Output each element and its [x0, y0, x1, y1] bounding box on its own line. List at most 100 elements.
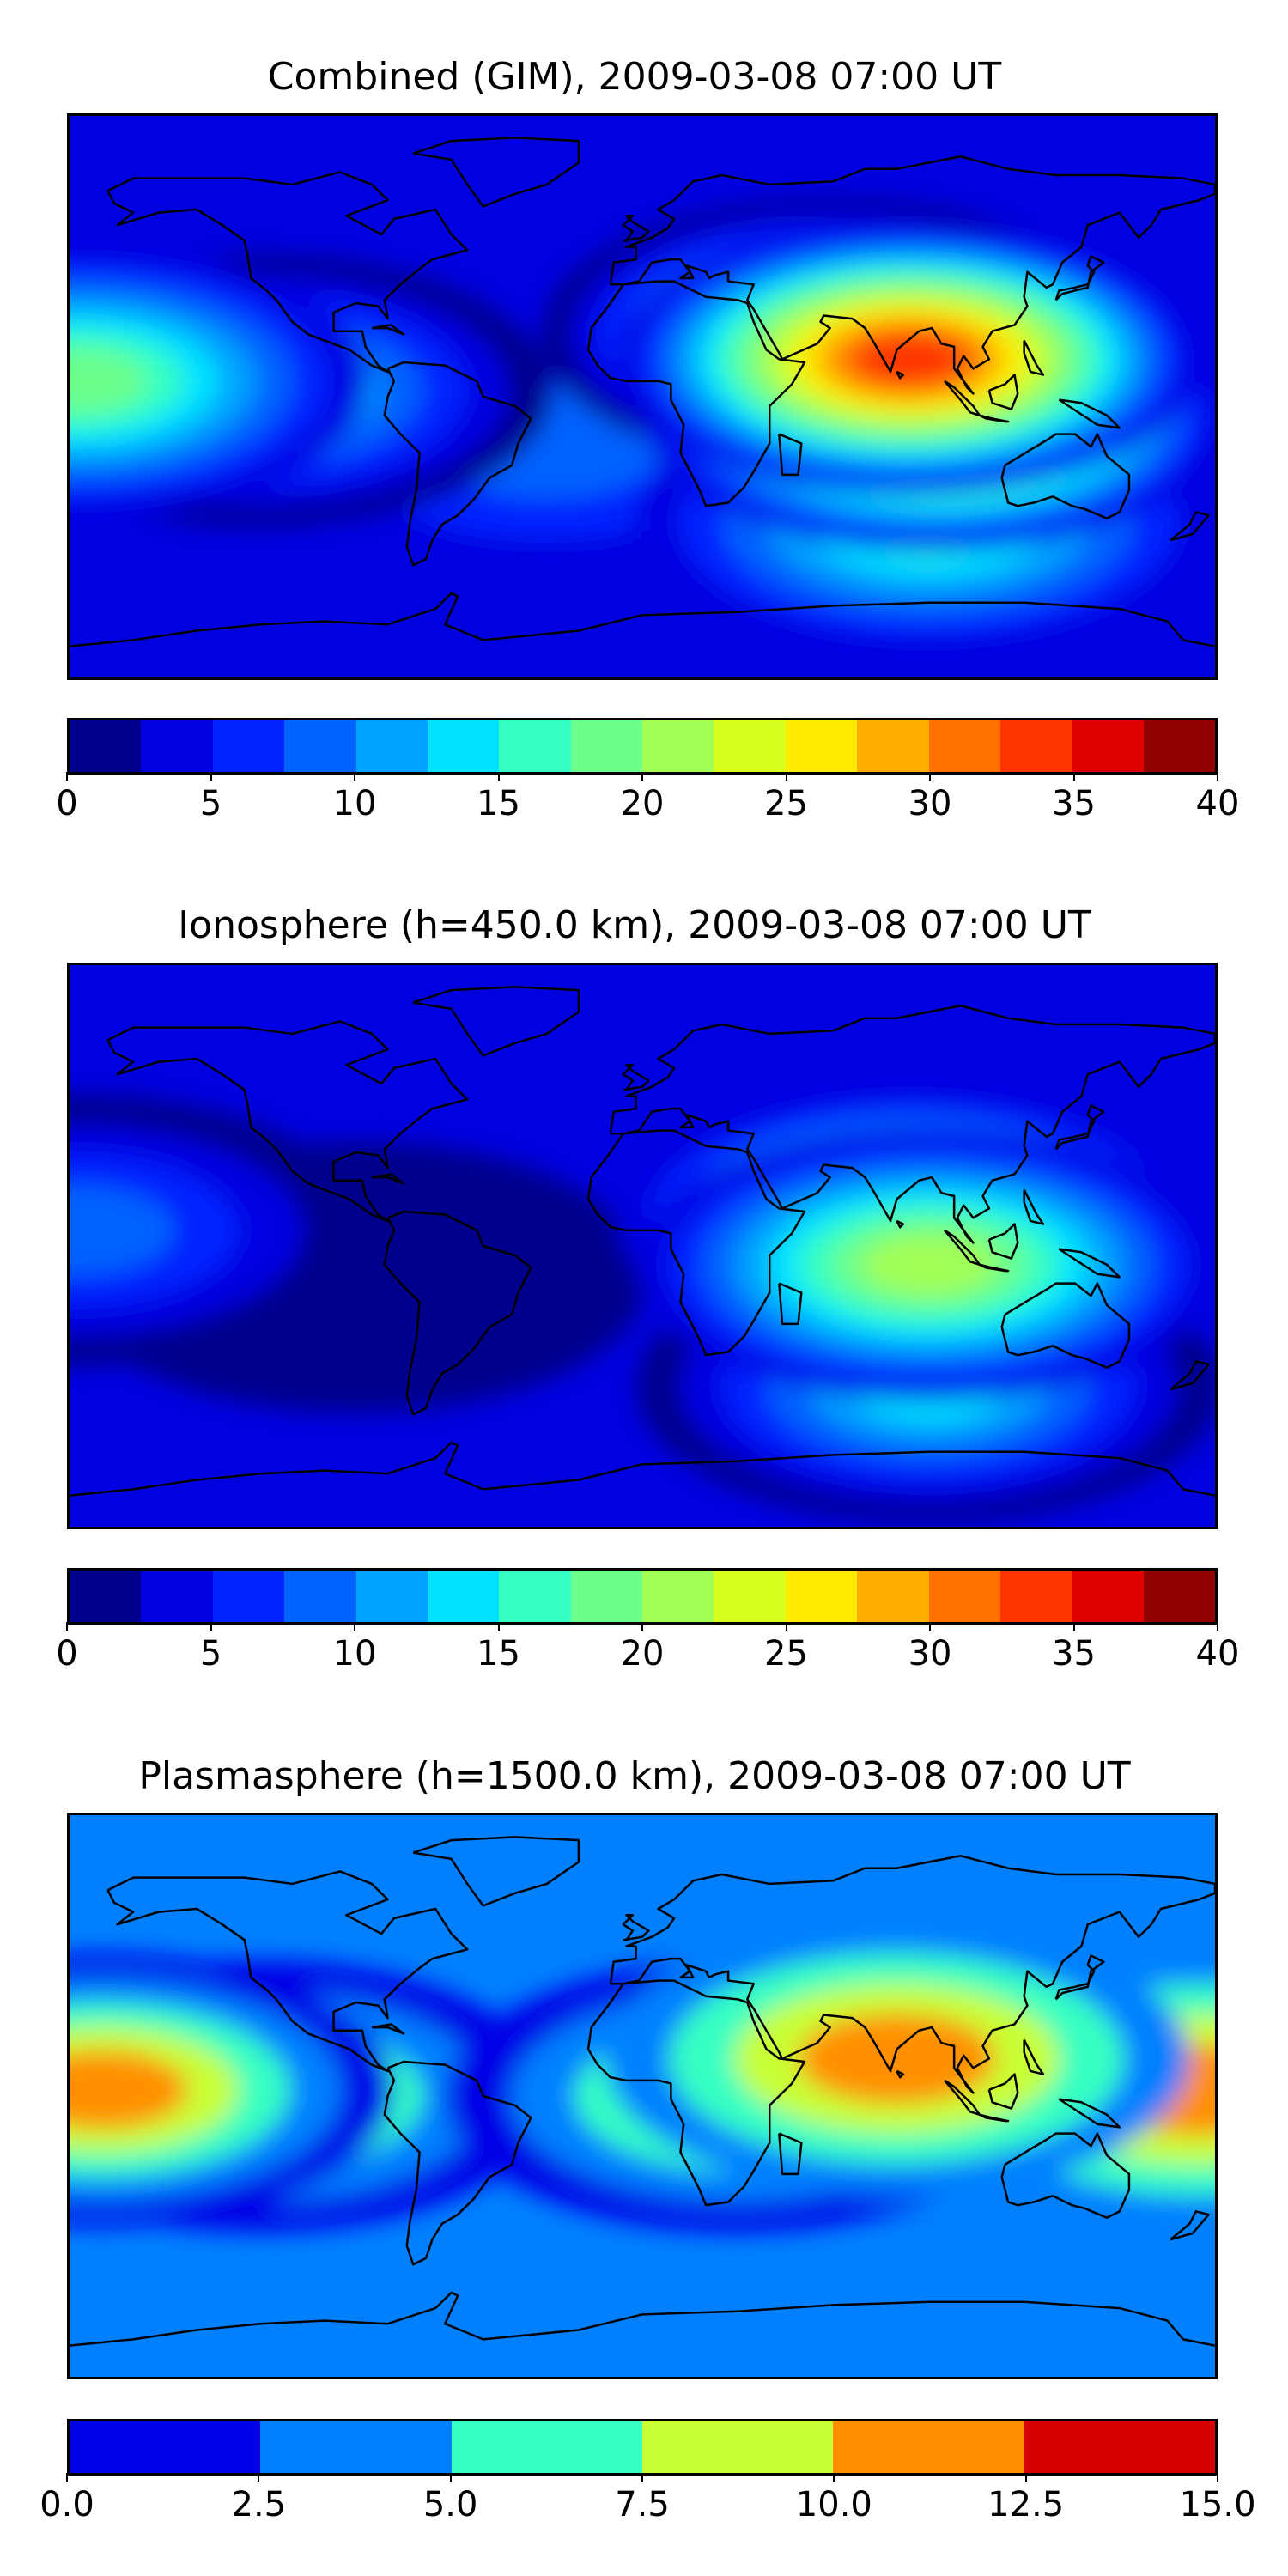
- tick-label: 0.0: [39, 2485, 94, 2524]
- coastline: [412, 1836, 580, 1907]
- map-plasmasphere: [67, 1813, 1218, 2379]
- field-contour: [70, 2050, 188, 2129]
- tick-mark: [641, 2473, 643, 2482]
- tick-label: 5: [199, 1634, 222, 1674]
- coastline: [979, 2113, 1010, 2123]
- colorbar-segment: [70, 2421, 261, 2473]
- colorbar-segment: [355, 1571, 428, 1622]
- colorbar-segment: [999, 1571, 1072, 1622]
- colorbar-plasmasphere: [67, 2419, 1218, 2476]
- colorbar-segment: [260, 2421, 452, 2473]
- colorbar-segment: [427, 720, 500, 772]
- colorbar-ticks-ionosphere: 0 5 10 15 20 25 30 35 40: [56, 1622, 1239, 1674]
- colorbar-segment: [642, 720, 714, 772]
- coastline: [412, 986, 580, 1057]
- coastline: [622, 215, 650, 242]
- tick-label: 0: [56, 1634, 78, 1674]
- tick-mark: [497, 772, 500, 781]
- tick-mark: [1024, 2473, 1027, 2482]
- tick-mark: [258, 2473, 260, 2482]
- colorbar-segment: [714, 720, 786, 772]
- coastline: [979, 1263, 1010, 1273]
- tick-mark: [929, 772, 931, 781]
- tick-mark: [66, 2473, 68, 2482]
- tick-mark: [1072, 1622, 1075, 1631]
- tick-label: 20: [620, 1634, 665, 1674]
- coastline: [371, 2023, 405, 2035]
- coastline: [896, 370, 905, 380]
- coastline: [778, 433, 803, 477]
- tick-label: 25: [764, 1634, 808, 1674]
- coastline: [1000, 1282, 1131, 1369]
- coastline: [412, 137, 580, 208]
- coastline: [1170, 2210, 1210, 2241]
- coastline: [1058, 398, 1121, 429]
- coastline: [70, 592, 1215, 647]
- colorbar-segment: [570, 1571, 642, 1622]
- coastline: [1170, 1360, 1210, 1391]
- coastline: [979, 414, 1010, 423]
- colorbar-segment: [70, 720, 142, 772]
- coastline: [622, 1914, 650, 1941]
- colorbar-segment: [451, 2421, 642, 2473]
- colorbar-segment: [1024, 2421, 1215, 2473]
- colorbar-ionosphere: [67, 1568, 1218, 1625]
- colorbar-segment: [785, 1571, 858, 1622]
- colorbar-segment: [427, 1571, 500, 1622]
- coastline: [622, 1064, 650, 1091]
- tick-mark: [1217, 772, 1218, 781]
- tick-label: 40: [1195, 784, 1240, 823]
- field-contour: [70, 348, 148, 414]
- tick-label: 15: [477, 784, 520, 823]
- coastline: [383, 2060, 532, 2266]
- coastline: [609, 1004, 1215, 1244]
- tick-label: 20: [620, 784, 665, 823]
- coastline: [371, 324, 405, 336]
- coastline: [987, 1223, 1019, 1260]
- colorbar-segment: [212, 720, 285, 772]
- tick-mark: [210, 1622, 212, 1631]
- tick-mark: [641, 772, 643, 781]
- coastline: [1000, 433, 1131, 519]
- coastline: [1023, 1189, 1045, 1225]
- map-svg: [70, 1815, 1215, 2377]
- coastline: [1000, 2132, 1131, 2219]
- colorbar-segment: [141, 720, 213, 772]
- map-combined: [67, 113, 1218, 680]
- colorbar-segment: [284, 1571, 356, 1622]
- tick-label: 25: [764, 784, 808, 823]
- tick-mark: [1217, 2473, 1218, 2482]
- tick-label: 10: [332, 784, 377, 823]
- panel-title-combined: Combined (GIM), 2009-03-08 07:00 UT: [267, 55, 1002, 99]
- colorbar-combined: [67, 718, 1218, 775]
- tick-mark: [1072, 772, 1075, 781]
- colorbar-ticks-combined: 0 5 10 15 20 25 30 35 40: [56, 772, 1239, 823]
- coastline: [383, 361, 532, 567]
- field-contour: [70, 1184, 175, 1276]
- coastline: [106, 171, 469, 374]
- colorbar-segment: [857, 720, 929, 772]
- field-contour: [862, 1234, 995, 1296]
- coastline: [1023, 2039, 1045, 2075]
- coastline: [1054, 1104, 1105, 1151]
- coastline: [609, 1854, 1215, 2094]
- tick-label: 5: [199, 784, 222, 823]
- coastline: [70, 2291, 1215, 2347]
- colorbar-segment: [141, 1571, 213, 1622]
- colorbar-segment: [499, 1571, 571, 1622]
- coastline: [1058, 2098, 1121, 2129]
- map-ionosphere: [67, 963, 1218, 1529]
- coastline: [778, 2132, 803, 2176]
- tick-label: 35: [1052, 784, 1096, 823]
- panel-title-plasmasphere: Plasmasphere (h=1500.0 km), 2009-03-08 0…: [138, 1754, 1131, 1798]
- colorbar-segment: [857, 1571, 929, 1622]
- coastline: [106, 1020, 469, 1223]
- colorbar-ticks-plasmasphere: 0.0 2.5 5.0 7.5 10.0 12.5 15.0: [39, 2473, 1256, 2524]
- tick-mark: [1217, 1622, 1218, 1631]
- field-contour: [855, 334, 964, 385]
- tick-mark: [641, 1622, 643, 1631]
- coastline: [586, 1979, 806, 2207]
- colorbar-segment: [928, 1571, 1000, 1622]
- tick-mark: [354, 1622, 355, 1631]
- map-svg: [70, 965, 1215, 1527]
